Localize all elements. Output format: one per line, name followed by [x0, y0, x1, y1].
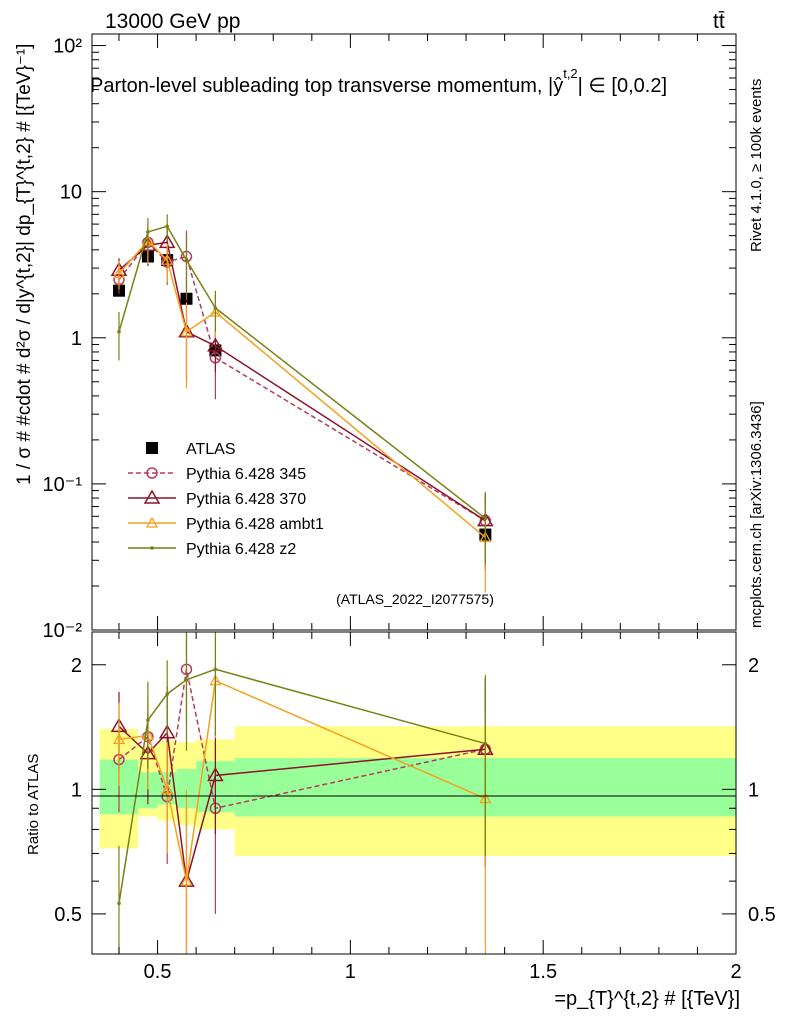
legend-entry: Pythia 6.428 z2 — [128, 541, 296, 558]
data-marker — [146, 230, 150, 234]
series-line — [118, 225, 486, 520]
y-tick-label-ratio-right: 1 — [748, 779, 759, 801]
ratio-series — [110, 632, 494, 954]
energy-label: 13000 GeV pp — [105, 10, 240, 33]
data-marker — [158, 724, 176, 739]
data-marker — [207, 767, 224, 782]
ratio-frame — [91, 631, 737, 955]
ratio-series-pythia-6-428-z2 — [117, 632, 488, 954]
y-axis-label-main: 1 / σ # #cdot # d²σ / d|y^{t,2}| dp_{T}^… — [14, 44, 35, 485]
band-inner — [176, 768, 197, 809]
y-tick-label-ratio: 1 — [71, 779, 82, 801]
data-marker — [117, 901, 121, 906]
y-tick-label-ratio: 2 — [71, 655, 82, 677]
data-marker — [146, 718, 150, 722]
data-marker — [184, 258, 189, 262]
ratio-line — [118, 679, 486, 882]
plot-title: Parton-level subleading top transverse m… — [90, 66, 667, 97]
data-marker — [145, 516, 159, 528]
main-series — [110, 214, 494, 593]
data-marker — [161, 253, 174, 265]
data-marker — [207, 337, 224, 352]
legend: ATLAS Pythia 6.428 345 Pythia 6.428 370 Pyt… — [128, 441, 324, 558]
ratio-line — [118, 668, 486, 904]
series-line — [118, 241, 486, 522]
y-tick-label-main: 10 — [60, 182, 82, 204]
data-marker — [483, 516, 488, 521]
plot-title-sup: t,2 — [563, 66, 577, 81]
legend-label: Pythia 6.428 370 — [186, 491, 306, 508]
x-tick-label: 2 — [730, 961, 741, 983]
y-tick-label-ratio-right: 2 — [748, 655, 759, 677]
y-axis-label-ratio: Ratio to ATLAS — [25, 754, 42, 855]
data-marker — [483, 741, 488, 746]
plot-title-tail: | ∈ [0,0.2] — [578, 75, 667, 97]
data-marker — [143, 489, 161, 504]
y-tick-label-main: 10² — [53, 36, 82, 58]
data-marker — [213, 667, 218, 672]
data-marker — [165, 692, 169, 696]
data-marker — [213, 306, 218, 310]
legend-label: Pythia 6.428 345 — [186, 466, 306, 483]
series-pythia-6-428-ambt1 — [112, 224, 492, 593]
mcplots-label: mcplots.cern.ch [arXiv:1306.3436] — [748, 401, 765, 628]
svg-text:Parton-level subleading top tr: Parton-level subleading top transverse m… — [90, 66, 667, 97]
data-marker — [117, 329, 121, 334]
series-pythia-6-428-z2 — [117, 214, 488, 565]
process-label: tt̄ — [713, 10, 725, 33]
data-marker — [146, 467, 158, 479]
legend-label: ATLAS — [186, 441, 236, 458]
data-marker — [112, 733, 126, 745]
legend-entry: ATLAS — [146, 441, 236, 458]
data-marker — [146, 442, 158, 454]
legend-label: Pythia 6.428 ambt1 — [186, 516, 324, 533]
legend-entry: Pythia 6.428 345 — [128, 466, 306, 483]
x-axis-label: =p_{T}^{t,2} # [{TeV}] — [554, 988, 740, 1010]
y-tick-label-main: 10⁻² — [43, 620, 83, 642]
ratio-line — [118, 669, 486, 810]
analysis-tag: (ATLAS_2022_I2077575) — [336, 591, 494, 607]
plot-title-main: Parton-level subleading top transverse m… — [90, 75, 563, 97]
x-tick-label: 0.5 — [144, 961, 172, 983]
data-marker — [161, 782, 174, 794]
y-tick-label-main: 1 — [71, 328, 82, 350]
y-tick-label-ratio-right: 0.5 — [748, 904, 776, 926]
legend-entry: Pythia 6.428 ambt1 — [128, 516, 324, 533]
rivet-label: Rivet 4.1.0, ≥ 100k events — [748, 79, 765, 252]
legend-label: Pythia 6.428 z2 — [186, 541, 296, 558]
x-tick-label: 1 — [345, 961, 356, 983]
data-marker — [180, 874, 193, 886]
y-tick-label-main: 10⁻¹ — [43, 474, 83, 496]
data-marker — [165, 224, 169, 229]
y-tick-label-ratio: 0.5 — [54, 904, 82, 926]
ratio-bands — [99, 726, 737, 857]
data-marker — [112, 267, 126, 279]
main-frame — [91, 33, 737, 631]
axis-ticks: 0.5 1 1.5 2 10⁻² 10⁻¹ 1 10 10² 0.5 0.5 1 1 2 2 — [43, 34, 776, 983]
data-marker — [150, 546, 154, 550]
x-tick-label: 1.5 — [529, 961, 557, 983]
data-marker — [180, 325, 193, 337]
data-marker — [184, 677, 189, 682]
legend-entry: Pythia 6.428 370 — [128, 489, 306, 508]
